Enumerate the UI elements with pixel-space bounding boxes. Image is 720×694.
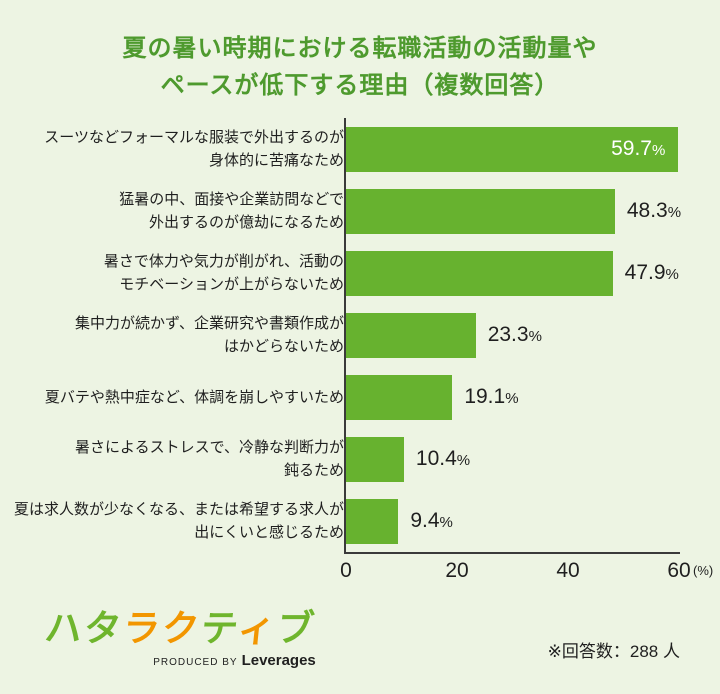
logo-char: ハ (42, 608, 87, 649)
x-axis: 0 20 40 60 (%) (340, 554, 713, 590)
page-title-line1: 夏の暑い時期における転職活動の活動量や (122, 35, 598, 62)
bar-value: 9.4% (410, 509, 453, 533)
bar-value-number: 10.4 (415, 447, 457, 470)
percent-sign: % (505, 390, 519, 407)
bar-chart: スーツなどフォーマルな服装で外出するのが 身体的に苦痛なため 猛暑の中、面接や企… (0, 118, 720, 554)
bar-track: 23.3% (346, 304, 680, 366)
logo-char: ィ (235, 608, 279, 649)
brand-logo-block: ハタラクティブ PRODUCED BY Leverages (42, 608, 318, 670)
bar-value-number: 9.4 (410, 509, 440, 532)
x-axis-unit: (%) (693, 563, 714, 578)
bar-value-number: 48.3 (626, 199, 668, 222)
logo-char: ブ (274, 608, 318, 649)
bar: 23.3% (346, 312, 542, 358)
respondents-note: ※回答数：288 人 (547, 642, 680, 661)
percent-sign: % (667, 204, 682, 221)
bar: 19.1% (346, 374, 519, 420)
produced-by-label: PRODUCED BY (153, 657, 238, 668)
produced-by-line: PRODUCED BY Leverages (45, 652, 316, 670)
bar-value: 19.1% (464, 385, 518, 409)
logo-char: テ (198, 608, 240, 649)
x-axis-tick: 60 (667, 559, 691, 582)
percent-sign: % (651, 142, 666, 159)
bar-value-number: 59.7 (611, 137, 652, 160)
category-label: 暑さによるストレスで、冷静な判断力が 鈍るため (75, 439, 344, 479)
bar-track: 9.4% (346, 490, 680, 552)
bar-value: 48.3% (627, 199, 681, 223)
page-title-line2: ペースが低下する理由（複数回答） (160, 72, 560, 99)
bar-value-number: 23.3 (487, 323, 529, 346)
percent-sign: % (439, 514, 453, 531)
category-label: 夏は求人数が少なくなる、または希望する求人が 出にくいと感じるため (13, 501, 344, 541)
bar-value: 59.7% (611, 137, 665, 161)
logo-char: ク (159, 608, 204, 649)
category-label: 集中力が続かず、企業研究や書類作成が はかどらないため (75, 315, 344, 355)
bar: 48.3% (346, 188, 681, 234)
x-axis-tick: 20 (445, 559, 469, 582)
hataractive-logo: ハタラクティブ (42, 608, 318, 649)
bar: 59.7% (346, 126, 679, 172)
page-title: 夏の暑い時期における転職活動の活動量や ペースが低下する理由（複数回答） (0, 0, 720, 104)
category-label: スーツなどフォーマルな服装で外出するのが 身体的に苦痛なため (44, 129, 344, 169)
footer: ハタラクティブ PRODUCED BY Leverages ※回答数：288 人 (0, 608, 720, 670)
bar-value: 10.4% (416, 447, 470, 471)
bar: 9.4% (346, 498, 453, 544)
category-label: 夏バテや熱中症など、体調を崩しやすいため (44, 388, 344, 406)
category-label: 猛暑の中、面接や企業訪問などで 外出するのが億劫になるため (119, 191, 344, 231)
logo-char: ラ (120, 608, 165, 649)
bar-track: 10.4% (346, 428, 680, 490)
category-label: 暑さで体力や気力が削がれ、活動の モチベーションが上がらないため (103, 253, 344, 293)
bar-track: 59.7% (346, 118, 680, 180)
bar-track: 47.9% (346, 242, 680, 304)
bar-value-number: 19.1 (464, 385, 506, 408)
bar-value-number: 47.9 (624, 261, 666, 284)
plot-area: 59.7% 48.3% 47.9% 23.3% 19.1% (344, 118, 681, 554)
percent-sign: % (665, 266, 679, 283)
company-name: Leverages (241, 652, 316, 669)
percent-sign: % (456, 452, 471, 469)
percent-sign: % (528, 328, 542, 345)
bar: 10.4% (346, 436, 470, 482)
bar-track: 19.1% (346, 366, 680, 428)
logo-char: タ (81, 608, 126, 649)
bar-track: 48.3% (346, 180, 681, 242)
bar-value: 23.3% (488, 323, 542, 347)
category-labels: スーツなどフォーマルな服装で外出するのが 身体的に苦痛なため 猛暑の中、面接や企… (10, 118, 344, 554)
x-axis-tick: 0 (340, 559, 352, 582)
x-axis-tick: 40 (556, 559, 580, 582)
bar: 47.9% (346, 250, 679, 296)
bar-value: 47.9% (625, 261, 679, 285)
